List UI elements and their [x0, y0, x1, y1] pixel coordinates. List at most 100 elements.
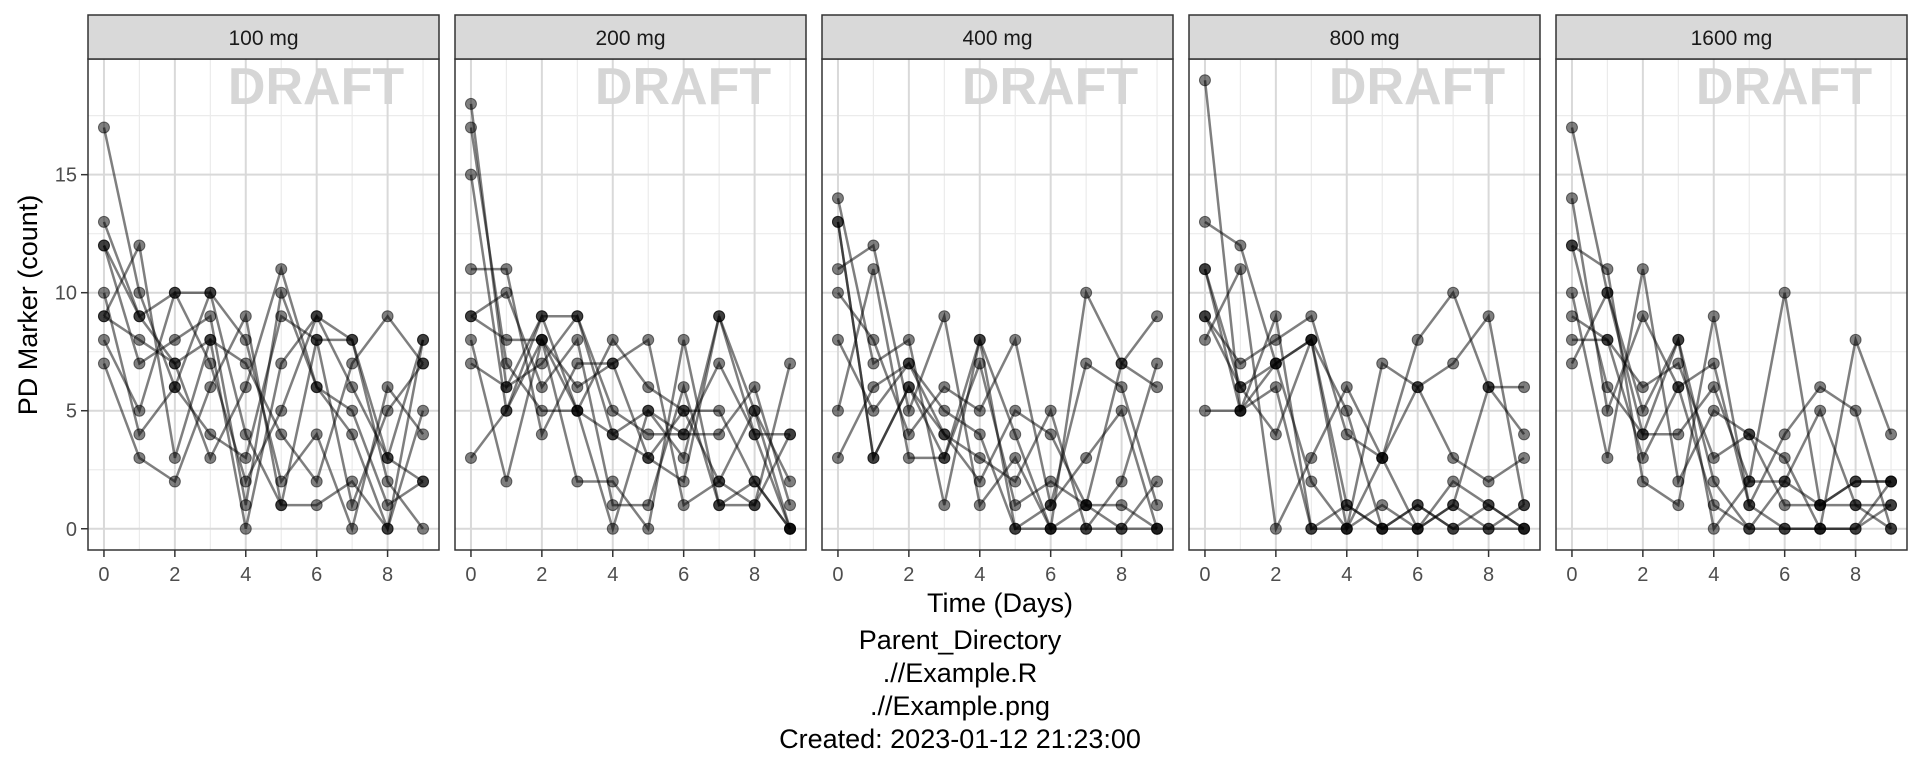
data-point	[1044, 404, 1057, 417]
data-point	[784, 522, 797, 535]
data-point	[1080, 499, 1093, 512]
facet-strip	[1188, 14, 1541, 60]
data-point	[1115, 381, 1128, 394]
data-point	[346, 404, 359, 417]
data-point	[1707, 357, 1720, 370]
data-point	[239, 310, 252, 323]
series-line	[470, 312, 792, 530]
data-point	[1115, 522, 1128, 535]
data-point	[535, 333, 548, 346]
data-point	[1305, 310, 1318, 323]
data-point	[1518, 381, 1531, 394]
draft-watermark: DRAFT	[962, 58, 1138, 116]
data-point	[204, 381, 217, 394]
y-tick-label: 0	[66, 519, 77, 541]
data-point	[168, 357, 181, 370]
x-tick-label: 4	[240, 564, 251, 586]
data-point	[239, 357, 252, 370]
data-point	[902, 333, 915, 346]
data-point	[381, 499, 394, 512]
data-point	[748, 404, 761, 417]
data-point	[571, 404, 584, 417]
data-point	[831, 192, 844, 205]
x-tick-label: 8	[1483, 564, 1494, 586]
x-tick-label: 0	[1566, 564, 1577, 586]
data-point	[1565, 192, 1578, 205]
data-point	[346, 475, 359, 488]
data-point	[97, 121, 110, 134]
data-point	[1269, 522, 1282, 535]
data-point	[713, 428, 726, 441]
data-point	[97, 357, 110, 370]
data-point	[417, 522, 430, 535]
data-point	[1009, 428, 1022, 441]
data-point	[464, 333, 477, 346]
data-point	[464, 451, 477, 464]
data-point	[1198, 263, 1211, 276]
data-point	[1814, 381, 1827, 394]
data-point	[275, 475, 288, 488]
data-point	[1009, 475, 1022, 488]
data-point	[713, 310, 726, 323]
data-point	[1269, 381, 1282, 394]
data-point	[1885, 499, 1898, 512]
series-line	[102, 244, 424, 508]
data-point	[1565, 333, 1578, 346]
data-point	[1885, 428, 1898, 441]
data-point	[1636, 381, 1649, 394]
data-point	[748, 381, 761, 394]
data-point	[1009, 451, 1022, 464]
data-point	[1447, 522, 1460, 535]
data-point	[1198, 74, 1211, 87]
series-line	[836, 361, 1159, 531]
y-tick-label: 5	[66, 401, 77, 423]
x-tick-label: 4	[1341, 564, 1352, 586]
data-point	[1376, 357, 1389, 370]
x-tick-label: 8	[1116, 564, 1127, 586]
x-tick-label: 8	[749, 564, 760, 586]
data-point	[1672, 475, 1685, 488]
data-point	[1849, 499, 1862, 512]
data-point	[1269, 333, 1282, 346]
data-point	[867, 333, 880, 346]
data-point	[168, 381, 181, 394]
series-line	[1205, 361, 1525, 531]
data-point	[1778, 475, 1791, 488]
data-point	[1601, 263, 1614, 276]
data-point	[1778, 286, 1791, 299]
series-line	[1203, 268, 1525, 533]
data-point	[748, 475, 761, 488]
draft-watermark: DRAFT	[1696, 58, 1872, 116]
data-point	[1636, 451, 1649, 464]
x-tick-label: 0	[465, 564, 476, 586]
data-point	[831, 286, 844, 299]
series-line	[1570, 245, 1892, 530]
data-point	[1376, 522, 1389, 535]
data-point	[1411, 522, 1424, 535]
data-point	[168, 451, 181, 464]
data-point	[133, 451, 146, 464]
data-point	[867, 404, 880, 417]
draft-watermark: DRAFT	[1329, 58, 1505, 116]
data-point	[204, 451, 217, 464]
caption-script: .//Example.R	[882, 658, 1038, 688]
data-point	[1743, 475, 1756, 488]
data-point	[1198, 404, 1211, 417]
data-point	[1009, 522, 1022, 535]
caption-created: Created: 2023-01-12 21:23:00	[779, 724, 1141, 754]
series-line	[836, 221, 1158, 531]
data-point	[168, 475, 181, 488]
data-point	[346, 428, 359, 441]
data-point	[97, 286, 110, 299]
data-point	[831, 333, 844, 346]
data-point	[239, 451, 252, 464]
data-point	[1482, 522, 1495, 535]
data-point	[1482, 475, 1495, 488]
x-tick-label: 6	[311, 564, 322, 586]
data-point	[346, 333, 359, 346]
data-point	[500, 381, 513, 394]
data-point	[381, 522, 394, 535]
data-point	[1482, 310, 1495, 323]
data-point	[1482, 381, 1495, 394]
